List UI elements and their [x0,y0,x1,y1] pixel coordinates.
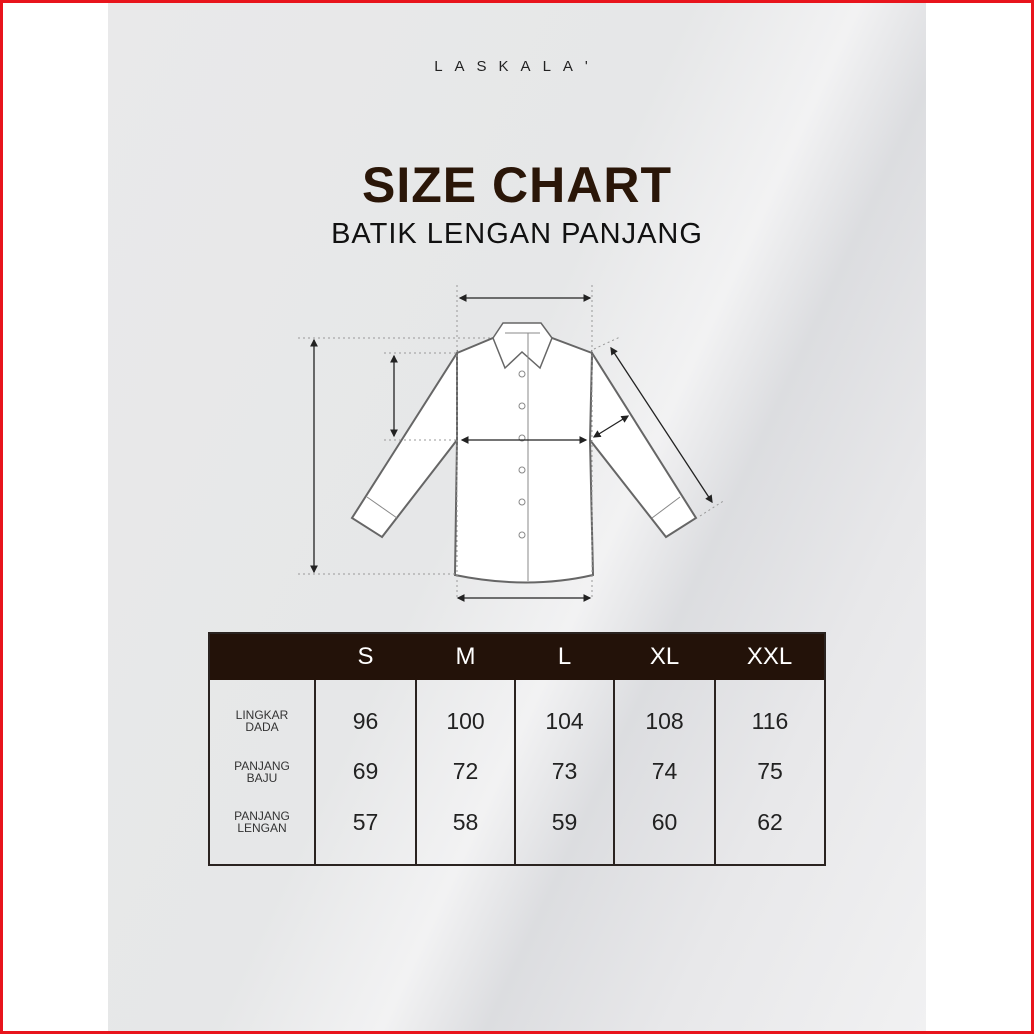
cell: 62 [714,794,825,865]
button-icon [518,370,526,378]
table-row: LINGKAR DADA 96 100 104 108 116 [209,680,825,749]
row-label-line: BAJU [246,770,278,785]
size-header-row: S M L XL XXL [209,633,825,680]
cell: 58 [415,794,515,865]
row-label-line: LENGAN [237,821,287,836]
cell: 59 [514,794,614,865]
cell: 69 [314,748,416,795]
size-m: M [416,633,515,680]
size-table: S M L XL XXL LINGKAR DADA 96 100 104 108 … [208,632,826,866]
shirt-outline [350,322,698,584]
row-label-line: LINGKAR [235,708,289,723]
row-label: PANJANG LENGAN [209,794,315,865]
cell: 74 [613,748,715,795]
header-blank [209,633,315,680]
size-l: L [515,633,614,680]
row-label: LINGKAR DADA [209,680,315,749]
size-s: S [315,633,416,680]
size-xxl: XXL [715,633,825,680]
cell: 75 [714,748,825,795]
brand-logo: LASKALA' [434,58,600,75]
row-label-line: DADA [245,720,279,735]
row-label-line: PANJANG [234,809,290,824]
cell: 96 [314,680,416,749]
row-label: PANJANG BAJU [209,749,315,794]
cell: 108 [613,680,715,749]
guide-lines [298,285,726,600]
cell: 72 [415,748,515,795]
cell: 100 [415,680,515,749]
row-label-line: PANJANG [234,758,290,773]
table-row: PANJANG BAJU 69 72 73 74 75 [209,748,825,795]
cell: 57 [314,794,416,865]
cell: 116 [714,680,825,749]
page-title: SIZE CHART [362,157,672,213]
page-subtitle: BATIK LENGAN PANJANG [331,218,703,250]
measure-arrows [310,294,713,602]
cell: 73 [514,748,614,795]
cell: 104 [514,680,614,749]
cell: 60 [613,794,715,865]
table-row: PANJANG LENGAN 57 58 59 60 62 [209,794,825,865]
size-xl: XL [614,633,715,680]
